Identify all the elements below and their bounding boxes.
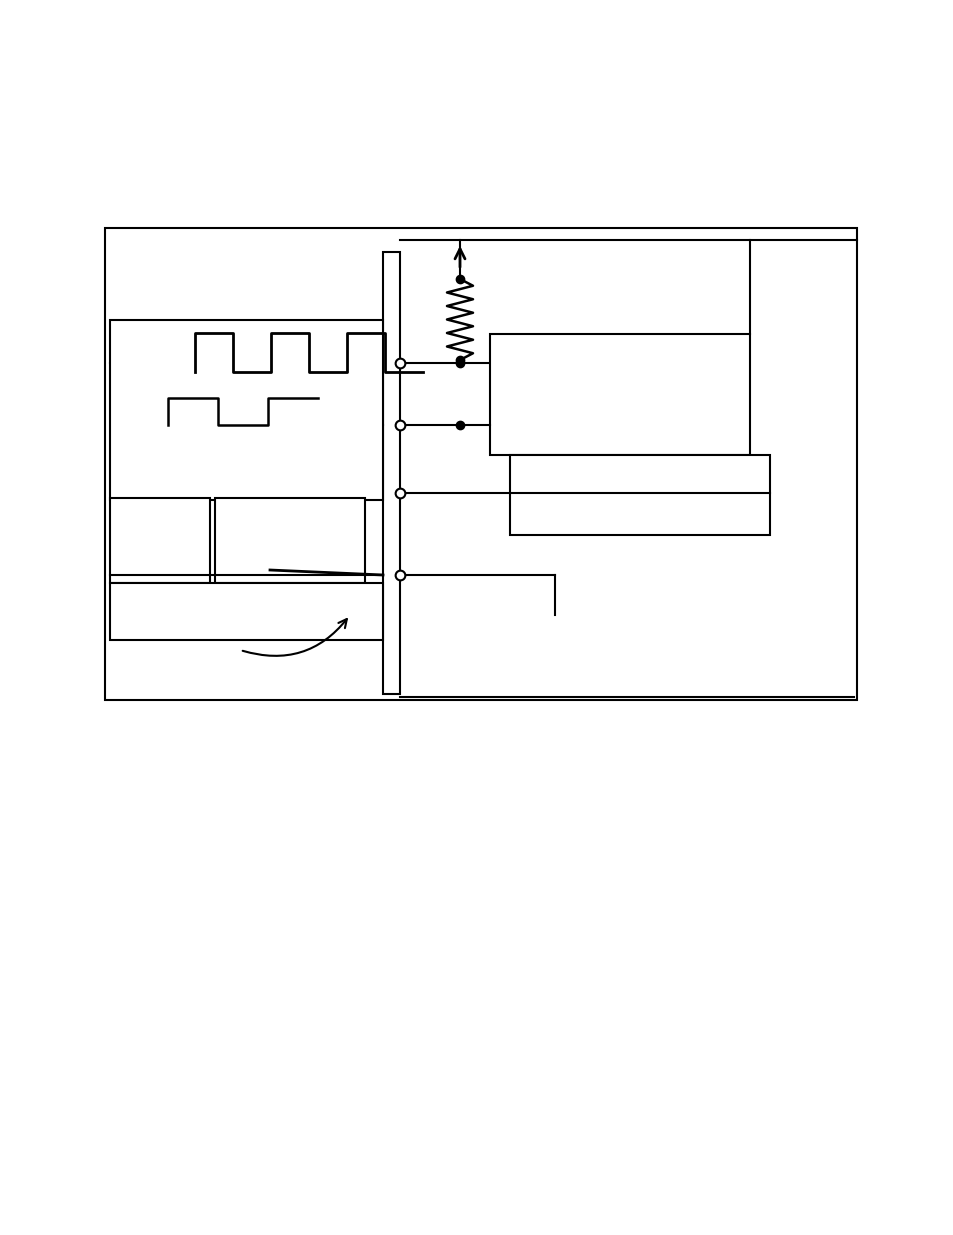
Bar <box>110 583 382 640</box>
Bar <box>110 320 382 500</box>
FancyArrowPatch shape <box>242 619 347 656</box>
Bar <box>110 498 210 583</box>
Bar <box>510 454 769 535</box>
Bar <box>105 228 856 700</box>
Bar <box>382 252 399 694</box>
Bar <box>214 498 365 583</box>
Bar <box>490 333 749 454</box>
